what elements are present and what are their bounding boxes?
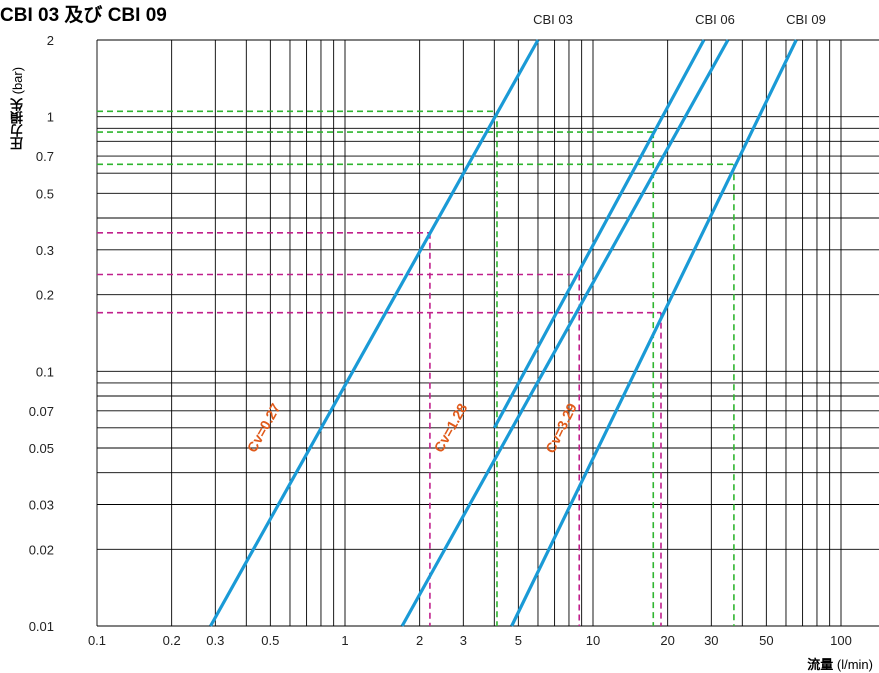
y-tick-label: 0.02 xyxy=(29,542,54,557)
x-tick-label: 2 xyxy=(416,633,423,648)
series-line xyxy=(400,39,730,627)
x-tick-label: 10 xyxy=(586,633,600,648)
y-tick-label: 0.01 xyxy=(29,619,54,634)
series-name-label: CBI 03 xyxy=(533,12,573,27)
x-axis-label-main: 流量 xyxy=(807,657,834,672)
series-name-label: CBI 09 xyxy=(786,12,826,27)
x-tick-label: 5 xyxy=(515,633,522,648)
y-tick-label: 0.3 xyxy=(36,243,54,258)
y-tick-label: 1 xyxy=(47,110,54,125)
x-tick-label: 30 xyxy=(704,633,718,648)
series-name-label: CBI 06 xyxy=(695,12,735,27)
y-tick-label: 0.03 xyxy=(29,497,54,512)
series-line xyxy=(209,39,540,627)
y-tick-label: 0.07 xyxy=(29,404,54,419)
x-tick-label: 0.5 xyxy=(261,633,279,648)
y-tick-label: 2 xyxy=(47,33,54,48)
x-tick-label: 0.3 xyxy=(206,633,224,648)
x-tick-label: 0.2 xyxy=(163,633,181,648)
series-line xyxy=(492,39,706,429)
x-axis-label: 流量 (l/min) xyxy=(807,654,873,673)
x-tick-label: 50 xyxy=(759,633,773,648)
y-tick-label: 0.2 xyxy=(36,288,54,303)
chart-title: CBI 03 及び CBI 09 xyxy=(0,5,167,26)
x-tick-label: 3 xyxy=(460,633,467,648)
x-tick-label: 0.1 xyxy=(88,633,106,648)
series-line xyxy=(510,39,798,627)
x-tick-label: 100 xyxy=(830,633,852,648)
y-tick-label: 0.1 xyxy=(36,364,54,379)
x-tick-label: 1 xyxy=(341,633,348,648)
x-tick-label: 20 xyxy=(660,633,674,648)
y-tick-label: 0.7 xyxy=(36,149,54,164)
y-tick-label: 0.5 xyxy=(36,186,54,201)
y-tick-label: 0.05 xyxy=(29,441,54,456)
x-axis-label-unit: (l/min) xyxy=(836,657,873,672)
